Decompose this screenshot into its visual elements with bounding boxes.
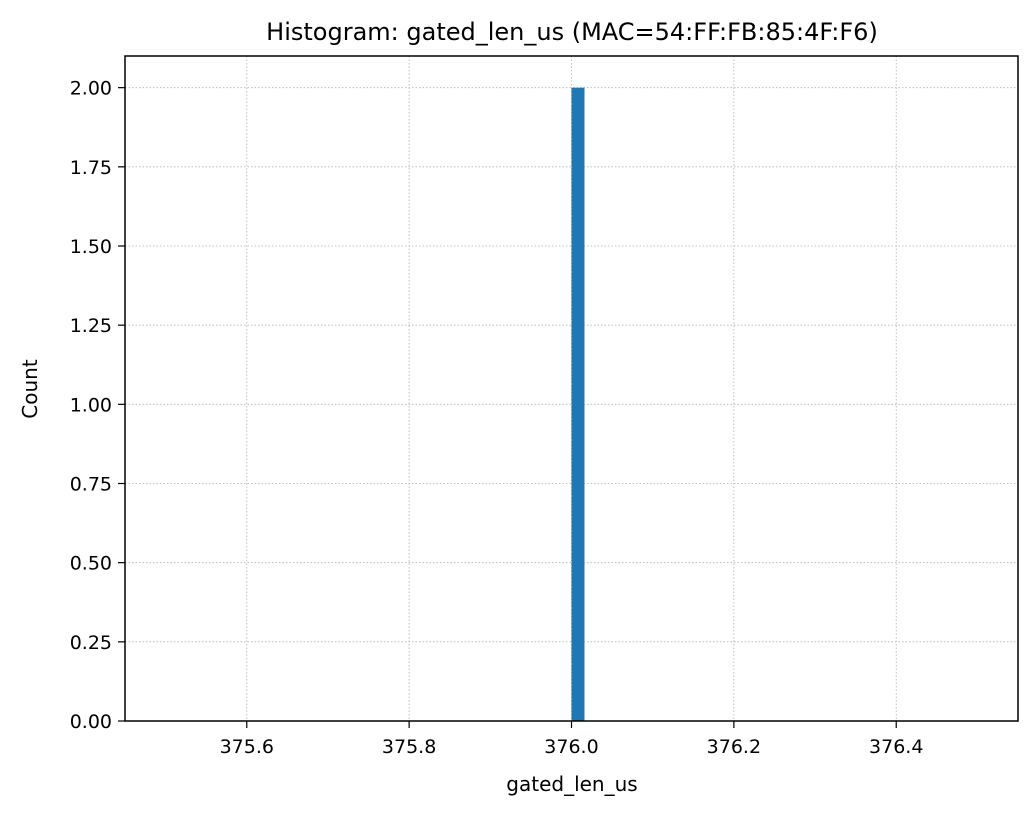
y-tick-label: 2.00: [70, 78, 112, 100]
x-tick-label: 376.0: [544, 736, 598, 758]
chart-title: Histogram: gated_len_us (MAC=54:FF:FB:85…: [266, 18, 878, 46]
y-axis-ticks: 0.00 0.25 0.50 0.75 1.00 1.25 1.50 1.75 2.00: [70, 78, 125, 733]
x-axis-ticks: 375.6 375.8 376.0 376.2 376.4: [220, 721, 923, 758]
x-tick-label: 376.2: [707, 736, 761, 758]
y-tick-label: 1.00: [70, 394, 112, 416]
y-tick-label: 0.50: [70, 553, 112, 575]
histogram-bar: [571, 87, 585, 721]
x-tick-label: 375.8: [382, 736, 436, 758]
x-axis-label: gated_len_us: [506, 772, 637, 796]
y-axis-label: Count: [18, 359, 42, 419]
x-tick-label: 376.4: [869, 736, 923, 758]
y-tick-label: 0.75: [70, 474, 112, 496]
y-tick-label: 0.00: [70, 711, 112, 733]
y-tick-label: 1.50: [70, 236, 112, 258]
y-tick-label: 0.25: [70, 632, 112, 654]
y-tick-label: 1.75: [70, 157, 112, 179]
y-tick-label: 1.25: [70, 315, 112, 337]
x-tick-label: 375.6: [220, 736, 274, 758]
histogram-bars: [571, 87, 585, 721]
